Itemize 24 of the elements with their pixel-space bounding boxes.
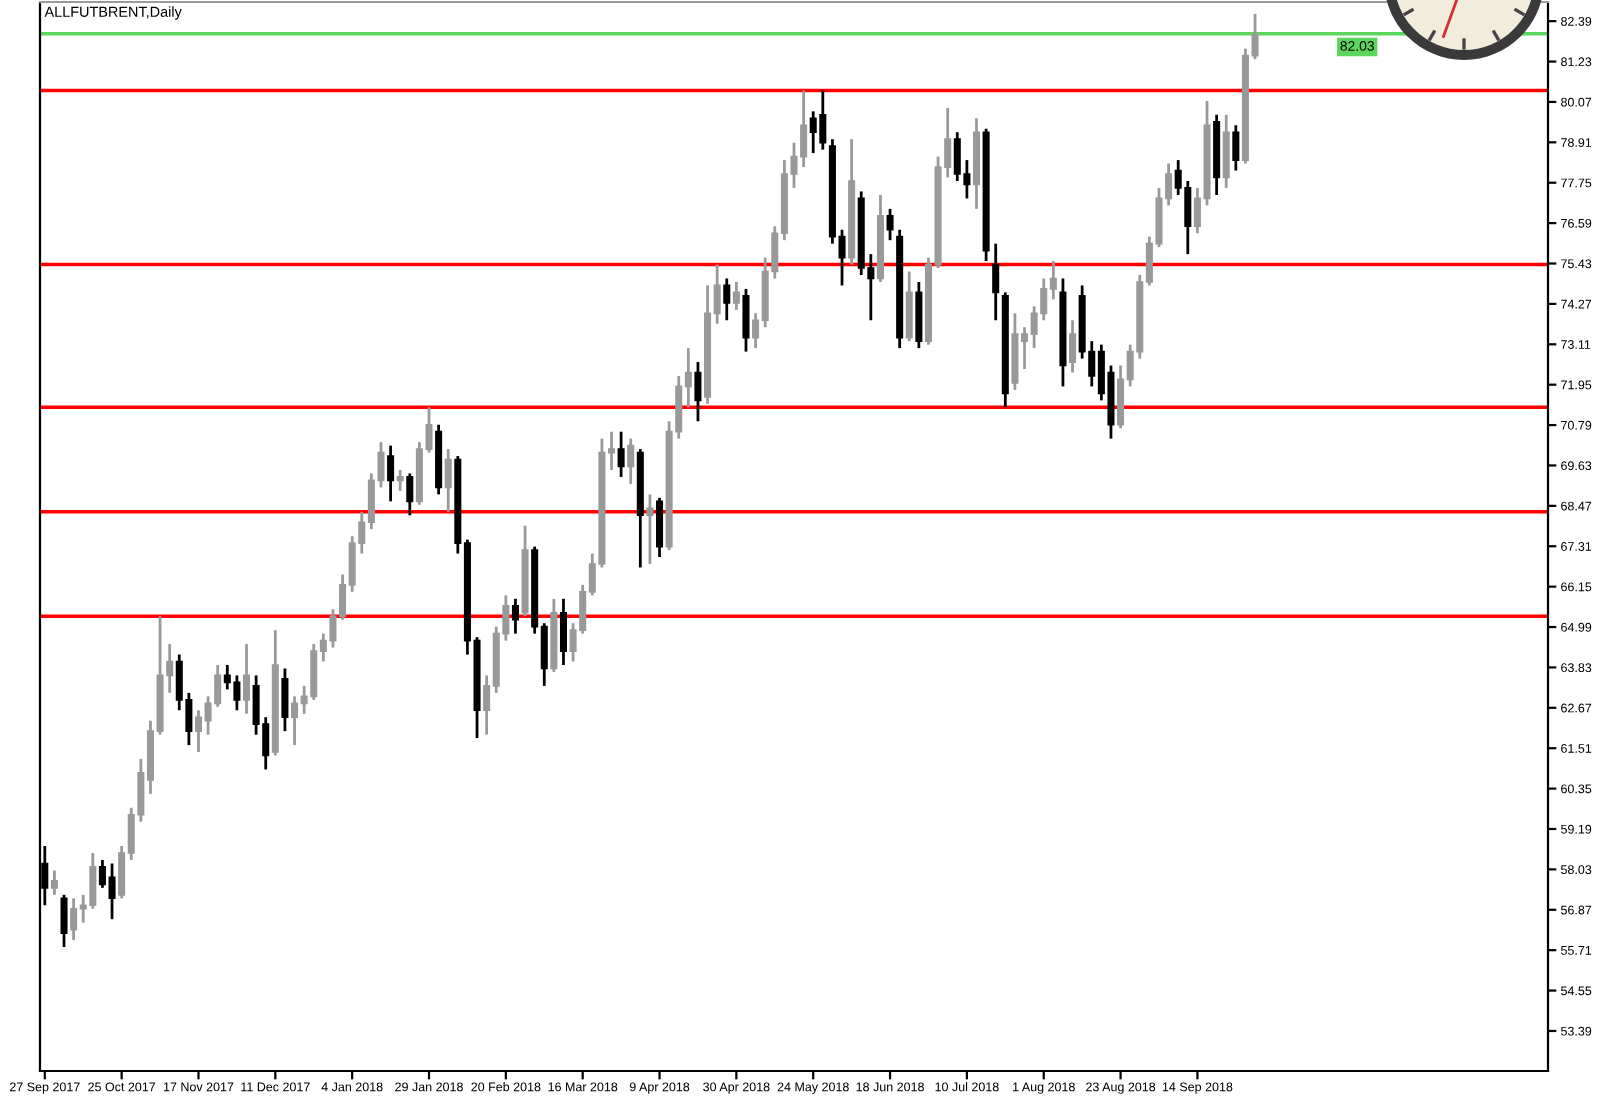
candlestick	[50, 869, 58, 897]
candlestick	[886, 207, 894, 242]
candlestick	[646, 492, 654, 566]
candlestick	[1069, 318, 1077, 374]
candlestick	[242, 642, 251, 716]
candlestick	[60, 893, 68, 949]
candlestick	[1222, 113, 1230, 190]
candlestick	[444, 447, 452, 514]
candlestick	[1232, 123, 1240, 172]
candlestick	[627, 437, 635, 486]
candlestick	[396, 468, 404, 493]
candlestick	[732, 280, 740, 312]
candlestick	[656, 496, 664, 559]
candlestick	[694, 360, 702, 423]
candlestick	[406, 472, 414, 517]
candlestick	[742, 287, 750, 353]
candlestick	[511, 597, 519, 636]
candlestick	[559, 597, 568, 667]
candlestick	[281, 667, 289, 733]
candlestick	[905, 270, 913, 343]
candlestick	[992, 242, 1000, 322]
candlestick	[723, 277, 731, 322]
candlestick	[387, 444, 395, 503]
candlestick	[617, 430, 625, 479]
